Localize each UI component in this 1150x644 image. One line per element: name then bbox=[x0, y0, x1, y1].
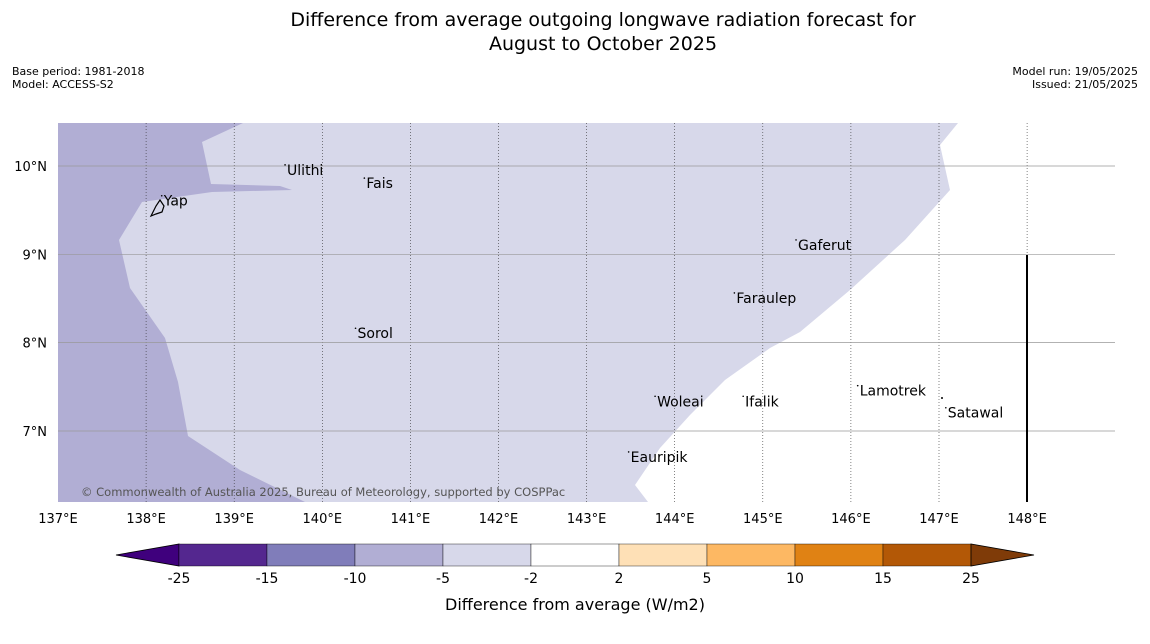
place-marker bbox=[795, 239, 797, 241]
longitude-tick-labels: 137°E 138°E 139°E 140°E 141°E 142°E 143°E 144°E… bbox=[38, 512, 1047, 527]
colorbar-label: -10 bbox=[344, 571, 367, 587]
colorbar-bin bbox=[178, 543, 268, 567]
place-marker bbox=[945, 406, 947, 409]
lon-tick-label: 145°E bbox=[743, 512, 783, 527]
anomaly-region-minus10-to-minus5 bbox=[58, 123, 305, 502]
lon-tick-label: 141°E bbox=[391, 512, 431, 527]
meta-left: Base period: 1981-2018 Model: ACCESS-S2 bbox=[12, 65, 144, 91]
map-area bbox=[58, 123, 1115, 502]
place-labels: Ulithi Fais Yap Gaferut Faraulep Sorol Lamotre… bbox=[160, 163, 1003, 466]
place-label: Woleai bbox=[657, 394, 704, 410]
lon-tick-label: 146°E bbox=[831, 512, 871, 527]
place-marker bbox=[363, 177, 366, 179]
islet-marker bbox=[941, 397, 943, 399]
chart-title: Difference from average outgoing longwav… bbox=[0, 8, 1150, 56]
place-marker bbox=[742, 395, 744, 398]
colorbar-label: -2 bbox=[524, 571, 538, 587]
colorbar-extend-max bbox=[970, 543, 1035, 567]
lat-tick-label: 9°N bbox=[23, 248, 48, 263]
latitude-tick-labels: 10°N 9°N 8°N 7°N bbox=[14, 160, 47, 440]
colorbar-bin bbox=[266, 543, 356, 567]
place-marker bbox=[627, 451, 630, 453]
lon-tick-label: 148°E bbox=[1007, 512, 1047, 527]
place-marker bbox=[654, 395, 656, 398]
lat-tick-label: 8°N bbox=[23, 337, 48, 352]
lon-tick-label: 138°E bbox=[126, 512, 166, 527]
colorbar-extend-min bbox=[115, 543, 180, 567]
lon-tick-label: 142°E bbox=[479, 512, 519, 527]
colorbar-label: 25 bbox=[962, 571, 980, 587]
title-line-1: Difference from average outgoing longwav… bbox=[290, 9, 916, 31]
place-marker bbox=[160, 194, 163, 197]
place-label: Fais bbox=[366, 176, 393, 192]
colorbar-bin bbox=[882, 543, 972, 567]
colorbar-label: 5 bbox=[703, 571, 712, 587]
colorbar-bin bbox=[354, 543, 444, 567]
colorbar-bin bbox=[530, 543, 620, 567]
lon-tick-label: 140°E bbox=[303, 512, 343, 527]
copyright-credit: © Commonwealth of Australia 2025, Bureau… bbox=[81, 485, 565, 499]
gridlines bbox=[58, 123, 1115, 502]
colorbar-bin bbox=[706, 543, 796, 567]
colorbar-label: 15 bbox=[874, 571, 892, 587]
colorbar-bin bbox=[618, 543, 708, 567]
colorbar-label: 2 bbox=[615, 571, 624, 587]
base-period: Base period: 1981-2018 bbox=[12, 65, 145, 78]
place-label: Yap bbox=[163, 194, 188, 210]
place-marker bbox=[856, 384, 859, 387]
colorbar-label: 10 bbox=[786, 571, 804, 587]
lon-tick-label: 139°E bbox=[214, 512, 254, 527]
place-marker bbox=[354, 327, 357, 330]
lat-tick-label: 7°N bbox=[23, 425, 48, 440]
lon-tick-label: 143°E bbox=[567, 512, 607, 527]
model-name: Model: ACCESS-S2 bbox=[12, 78, 114, 91]
meta-right: Model run: 19/05/2025 Issued: 21/05/2025 bbox=[1012, 65, 1138, 91]
yap-island-icon bbox=[149, 198, 165, 218]
place-label: Lamotrek bbox=[860, 384, 927, 400]
place-label: Satawal bbox=[948, 406, 1003, 422]
place-label: Faraulep bbox=[736, 291, 796, 307]
colorbar-bin bbox=[442, 543, 532, 567]
lon-tick-label: 137°E bbox=[38, 512, 78, 527]
colorbar-title: Difference from average (W/m2) bbox=[445, 595, 705, 614]
anomaly-region-minus5-to-minus2 bbox=[58, 123, 958, 502]
place-label: Sorol bbox=[358, 326, 393, 342]
title-line-2: August to October 2025 bbox=[488, 33, 718, 55]
issued-date: Issued: 21/05/2025 bbox=[1031, 78, 1138, 91]
colorbar-label: -5 bbox=[436, 571, 450, 587]
lon-tick-label: 147°E bbox=[919, 512, 959, 527]
model-run: Model run: 19/05/2025 bbox=[1012, 65, 1138, 78]
colorbar-bin bbox=[794, 543, 884, 567]
place-marker bbox=[733, 292, 736, 294]
place-label: Gaferut bbox=[798, 238, 852, 254]
lat-tick-label: 10°N bbox=[14, 160, 47, 175]
colorbar-label: -15 bbox=[256, 571, 279, 587]
place-marker bbox=[284, 164, 286, 166]
place-label: Eauripik bbox=[631, 450, 689, 466]
place-label: Ifalik bbox=[745, 394, 779, 410]
colorbar-label: -25 bbox=[168, 571, 191, 587]
place-label: Ulithi bbox=[287, 163, 323, 179]
lon-tick-label: 144°E bbox=[655, 512, 695, 527]
